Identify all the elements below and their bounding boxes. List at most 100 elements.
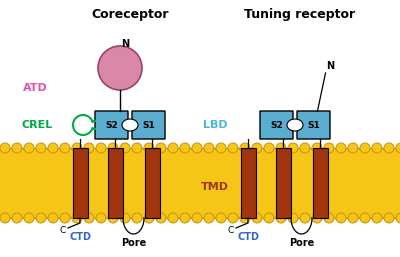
Text: Pore: Pore: [289, 238, 314, 248]
Text: S2: S2: [270, 121, 283, 130]
Circle shape: [240, 143, 250, 153]
Circle shape: [396, 213, 400, 223]
Circle shape: [24, 143, 34, 153]
Bar: [108, 148, 122, 218]
Circle shape: [156, 213, 166, 223]
Circle shape: [48, 143, 58, 153]
Text: Coreceptor: Coreceptor: [91, 8, 169, 21]
Circle shape: [228, 213, 238, 223]
Circle shape: [132, 213, 142, 223]
Bar: [72, 148, 88, 218]
Circle shape: [120, 213, 130, 223]
Circle shape: [60, 213, 70, 223]
Circle shape: [240, 213, 250, 223]
Circle shape: [48, 213, 58, 223]
Text: S1: S1: [307, 121, 320, 130]
Circle shape: [60, 143, 70, 153]
Circle shape: [96, 213, 106, 223]
Polygon shape: [260, 111, 295, 139]
Text: CREL: CREL: [21, 120, 53, 130]
Bar: [276, 148, 290, 218]
Bar: [312, 148, 328, 218]
Circle shape: [264, 213, 274, 223]
Text: C: C: [60, 226, 66, 235]
Text: N: N: [326, 61, 335, 71]
Circle shape: [96, 143, 106, 153]
Circle shape: [36, 143, 46, 153]
Circle shape: [84, 143, 94, 153]
Bar: [144, 148, 160, 218]
Circle shape: [312, 143, 322, 153]
Circle shape: [300, 213, 310, 223]
Circle shape: [132, 143, 142, 153]
Circle shape: [168, 213, 178, 223]
Circle shape: [0, 143, 10, 153]
Circle shape: [372, 143, 382, 153]
Circle shape: [144, 143, 154, 153]
Circle shape: [252, 143, 262, 153]
Circle shape: [324, 143, 334, 153]
Circle shape: [360, 143, 370, 153]
Circle shape: [288, 213, 298, 223]
Polygon shape: [95, 111, 130, 139]
Circle shape: [108, 213, 118, 223]
Circle shape: [0, 213, 10, 223]
Circle shape: [156, 143, 166, 153]
Circle shape: [336, 213, 346, 223]
Text: ATD: ATD: [23, 83, 47, 93]
Circle shape: [228, 143, 238, 153]
Polygon shape: [130, 111, 165, 139]
Circle shape: [12, 213, 22, 223]
Circle shape: [300, 143, 310, 153]
Text: CTD: CTD: [70, 232, 92, 242]
Circle shape: [204, 143, 214, 153]
Circle shape: [216, 143, 226, 153]
Circle shape: [168, 143, 178, 153]
Circle shape: [216, 213, 226, 223]
Circle shape: [180, 213, 190, 223]
Circle shape: [12, 143, 22, 153]
Circle shape: [98, 46, 142, 90]
Circle shape: [72, 143, 82, 153]
Circle shape: [84, 213, 94, 223]
Polygon shape: [295, 111, 330, 139]
Circle shape: [252, 213, 262, 223]
Circle shape: [264, 143, 274, 153]
Circle shape: [276, 143, 286, 153]
Circle shape: [192, 213, 202, 223]
Circle shape: [120, 143, 130, 153]
Text: CTD: CTD: [238, 232, 260, 242]
Text: Pore: Pore: [121, 238, 146, 248]
Circle shape: [144, 213, 154, 223]
Bar: [240, 148, 256, 218]
Circle shape: [372, 213, 382, 223]
Circle shape: [324, 213, 334, 223]
Text: N: N: [121, 39, 129, 49]
Circle shape: [192, 143, 202, 153]
Text: LBD: LBD: [203, 120, 228, 130]
Circle shape: [384, 213, 394, 223]
Circle shape: [384, 143, 394, 153]
Circle shape: [24, 213, 34, 223]
Circle shape: [180, 143, 190, 153]
Ellipse shape: [287, 119, 303, 131]
Text: S2: S2: [105, 121, 118, 130]
Text: C: C: [228, 226, 234, 235]
Circle shape: [312, 213, 322, 223]
Circle shape: [288, 143, 298, 153]
Circle shape: [204, 213, 214, 223]
Circle shape: [108, 143, 118, 153]
Circle shape: [360, 213, 370, 223]
Circle shape: [72, 213, 82, 223]
Circle shape: [396, 143, 400, 153]
Circle shape: [276, 213, 286, 223]
Circle shape: [348, 213, 358, 223]
Text: S1: S1: [142, 121, 155, 130]
Bar: [0, 148, 400, 218]
Text: TMD: TMD: [201, 182, 229, 192]
Circle shape: [336, 143, 346, 153]
Circle shape: [348, 143, 358, 153]
Ellipse shape: [122, 119, 138, 131]
Circle shape: [36, 213, 46, 223]
Text: Tuning receptor: Tuning receptor: [244, 8, 356, 21]
